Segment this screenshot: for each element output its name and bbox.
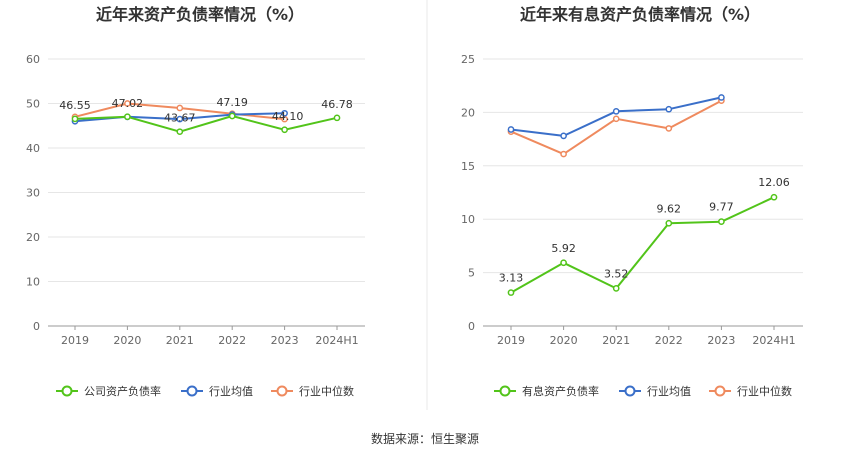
legend-swatch-marker (499, 385, 511, 397)
legend-label: 行业均值 (209, 385, 253, 398)
y-tick-label: 0 (468, 320, 475, 333)
legend-item[interactable]: 行业均值 (181, 385, 253, 398)
data-label: 12.06 (758, 176, 790, 189)
plot-right: 0 5 10 15 20 25 2019 2020 2021 2022 2023 2024H1 3.13… (461, 53, 803, 347)
legend-label: 行业均值 (647, 385, 691, 398)
series-line (510, 196, 775, 294)
legend-left[interactable]: 公司资产负债率 行业均值 行业中位数 (56, 384, 354, 398)
data-label: 46.78 (321, 98, 353, 111)
legend-swatch-marker (276, 385, 288, 397)
series-line (74, 115, 338, 133)
x-tick-label: 2019 (61, 334, 89, 347)
x-tick-label: 2019 (497, 334, 525, 347)
data-label: 5.92 (551, 242, 576, 255)
legend-item[interactable]: 公司资产负债率 (56, 384, 161, 398)
chart-title-right: 近年来有息资产负债率情况（%） (520, 5, 760, 24)
y-tick-label: 10 (461, 213, 475, 226)
data-label: 46.55 (59, 99, 91, 112)
y-tick-label: 5 (468, 267, 475, 280)
data-point (281, 109, 288, 117)
legend-item[interactable]: 行业中位数 (709, 384, 792, 398)
data-point (718, 218, 725, 226)
legend-swatch-marker (61, 385, 73, 397)
legend-label: 有息资产负债率 (522, 384, 599, 398)
data-label: 9.62 (657, 202, 682, 215)
plot-left: 0 10 20 30 40 50 60 2019 2020 2021 2022 2023 2024H1 4… (26, 53, 365, 347)
x-tick-label: 2023 (707, 334, 735, 347)
data-point (612, 285, 620, 292)
y-tick-label: 20 (26, 231, 40, 244)
x-tick-label: 2021 (602, 334, 630, 347)
chart-right: 近年来有息资产负债率情况（%） 0 5 10 15 20 25 2019 2020 2021 20… (461, 5, 803, 398)
data-point (333, 114, 341, 122)
legend-label: 行业中位数 (737, 384, 792, 398)
y-tick-label: 0 (33, 320, 40, 333)
data-point (560, 150, 567, 158)
data-point (507, 289, 515, 296)
x-tick-label: 2020 (550, 334, 578, 347)
legend-right[interactable]: 有息资产负债率 行业均值 行业中位数 (494, 384, 792, 398)
legend-label: 行业中位数 (299, 384, 354, 398)
y-tick-label: 25 (461, 53, 475, 66)
data-label: 47.02 (112, 97, 144, 110)
data-label: 3.13 (499, 272, 524, 285)
legend-swatch-marker (624, 385, 636, 397)
data-point (665, 125, 673, 132)
y-tick-label: 30 (26, 187, 40, 200)
data-point (176, 128, 184, 136)
legend-label: 公司资产负债率 (84, 384, 161, 398)
data-point (665, 105, 673, 113)
legend-swatch-marker (186, 385, 198, 397)
legend-item[interactable]: 行业中位数 (271, 384, 354, 398)
data-point (281, 126, 288, 134)
data-point (124, 113, 131, 121)
x-tick-label: 2024H1 (752, 334, 795, 347)
data-point (612, 115, 620, 123)
y-tick-label: 40 (26, 142, 40, 155)
legend-swatch-marker (714, 385, 726, 397)
data-point (176, 104, 184, 112)
data-label: 9.77 (709, 201, 734, 214)
data-point (612, 107, 620, 115)
legend-item[interactable]: 行业均值 (619, 385, 691, 398)
y-tick-label: 20 (461, 106, 475, 119)
chart-left: 近年来资产负债率情况（%） 0 10 20 30 40 50 60 2019 2020 2021 2… (26, 5, 365, 398)
data-source-note: 数据来源：恒生聚源 (371, 431, 479, 446)
data-label: 3.52 (604, 267, 629, 280)
legend-item[interactable]: 有息资产负债率 (494, 384, 599, 398)
data-point (560, 132, 567, 140)
data-point (71, 115, 79, 123)
data-label: 47.19 (216, 96, 248, 109)
x-tick-label: 2020 (113, 334, 141, 347)
data-point (507, 126, 515, 133)
data-point (124, 100, 131, 107)
x-tick-label: 2022 (218, 334, 246, 347)
data-label: 43.67 (164, 112, 196, 125)
y-tick-label: 15 (461, 160, 475, 173)
data-point (665, 219, 673, 227)
x-tick-label: 2021 (166, 334, 194, 347)
data-point (228, 112, 236, 120)
data-label: 44.10 (272, 110, 304, 123)
data-point (176, 115, 184, 123)
chart-title-left: 近年来资产负债率情况（%） (96, 5, 304, 24)
y-tick-label: 50 (26, 98, 40, 111)
data-point (770, 193, 778, 201)
data-point (718, 94, 725, 101)
x-tick-label: 2023 (271, 334, 299, 347)
data-point (560, 259, 567, 267)
x-tick-label: 2022 (655, 334, 683, 347)
y-tick-label: 60 (26, 53, 40, 66)
y-tick-label: 10 (26, 276, 40, 289)
x-tick-label: 2024H1 (315, 334, 358, 347)
